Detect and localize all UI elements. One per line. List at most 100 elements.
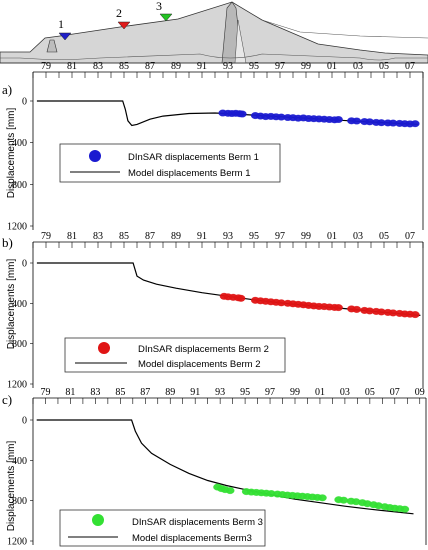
panel-c: c) Displacements [mm] DInSAR displacemen… <box>2 387 427 548</box>
panel-b: b) Displacements [mm] DInSAR displacemen… <box>2 231 424 391</box>
dinsar-point <box>334 304 343 312</box>
x-tick-label: 07 <box>405 231 415 242</box>
berm-2-marker <box>117 21 131 30</box>
dinsar-point <box>339 496 349 504</box>
berm-3-marker <box>159 13 173 22</box>
x-tick-label: 81 <box>65 387 75 398</box>
x-tick-label: 07 <box>405 61 415 72</box>
legend-label-dinsar: DInSAR displacements Berm 3 <box>132 517 263 528</box>
x-tick-label: 85 <box>119 231 129 242</box>
x-tick-label: 93 <box>223 231 233 242</box>
y-tick-label: 400 <box>12 138 27 149</box>
x-tick-label: 91 <box>190 387 200 398</box>
foundation-line <box>0 53 428 61</box>
x-tick-label: 81 <box>67 61 77 72</box>
dinsar-point <box>237 110 247 118</box>
x-tick-label: 91 <box>197 61 207 72</box>
legend-marker-dinsar <box>89 150 101 162</box>
x-tick-label: 07 <box>390 387 400 398</box>
dinsar-point <box>410 120 420 128</box>
x-tick-label: 97 <box>275 231 285 242</box>
y-tick-label: 800 <box>12 180 27 191</box>
legend-label-model: Model displacements Berm3 <box>132 533 252 544</box>
y-tick-label: 400 <box>12 456 27 467</box>
dinsar-point <box>236 294 246 302</box>
legend-marker-dinsar <box>98 342 110 354</box>
upstream-slope-line <box>261 19 428 39</box>
x-tick-label: 03 <box>353 231 363 242</box>
y-tick-label: 800 <box>12 496 27 507</box>
x-tick-label: 83 <box>90 387 100 398</box>
x-tick-label: 01 <box>327 231 337 242</box>
legend-label-dinsar: DInSAR displacements Berm 1 <box>128 152 259 163</box>
x-tick-label: 83 <box>93 61 103 72</box>
x-tick-label: 01 <box>327 61 337 72</box>
legend-label-model: Model displacements Berm 1 <box>128 168 251 179</box>
x-tick-label: 99 <box>301 61 311 72</box>
x-tick-label: 83 <box>93 231 103 242</box>
legend-marker-dinsar <box>92 514 104 526</box>
x-tick-label: 87 <box>145 231 155 242</box>
legend-label-dinsar: DInSAR displacements Berm 2 <box>138 344 269 355</box>
x-tick-label: 95 <box>249 231 259 242</box>
y-axis-label: Displacements [mm] <box>6 258 17 349</box>
y-tick-label: 0 <box>22 97 27 108</box>
x-tick-label: 95 <box>249 61 259 72</box>
x-tick-label: 87 <box>145 61 155 72</box>
y-tick-label: 0 <box>22 259 27 270</box>
dinsar-point <box>318 494 327 502</box>
x-tick-label: 05 <box>379 231 389 242</box>
y-tick-label: 1200 <box>7 222 27 233</box>
x-tick-label: 97 <box>275 61 285 72</box>
panel-label: c) <box>2 392 12 407</box>
dinsar-point <box>352 117 362 125</box>
x-tick-label: 05 <box>365 387 375 398</box>
x-tick-label: 85 <box>115 387 125 398</box>
berm-1-label: 1 <box>58 17 64 31</box>
x-tick-label: 01 <box>315 387 325 398</box>
x-tick-label: 93 <box>223 61 233 72</box>
x-tick-label: 79 <box>41 61 51 72</box>
legend-label-model: Model displacements Berm 2 <box>138 359 261 370</box>
panel-label: a) <box>2 82 12 97</box>
dinsar-point <box>352 305 362 313</box>
dinsar-point <box>400 505 410 513</box>
dam-cross-section: 1 2 3 <box>0 0 428 64</box>
y-tick-label: 0 <box>22 416 27 427</box>
x-tick-label: 09 <box>415 387 425 398</box>
x-tick-label: 99 <box>301 231 311 242</box>
x-tick-label: 87 <box>140 387 150 398</box>
y-tick-label: 1200 <box>7 537 27 548</box>
x-tick-label: 91 <box>197 231 207 242</box>
berm-toe-structure <box>46 39 58 53</box>
x-tick-label: 89 <box>171 231 181 242</box>
panel-a: a) Displacements [mm] DInSAR displacemen… <box>2 61 424 233</box>
dinsar-point <box>225 487 235 495</box>
x-tick-label: 03 <box>340 387 350 398</box>
panel-label: b) <box>2 235 13 250</box>
model-line <box>36 419 414 515</box>
x-tick-label: 97 <box>265 387 275 398</box>
berm-2-label: 2 <box>116 6 122 20</box>
dam-body <box>0 1 428 64</box>
x-tick-label: 89 <box>165 387 175 398</box>
x-tick-label: 95 <box>240 387 250 398</box>
dinsar-point <box>334 116 343 123</box>
y-tick-label: 400 <box>12 299 27 310</box>
y-tick-label: 1200 <box>7 380 27 391</box>
x-tick-label: 79 <box>41 231 51 242</box>
y-axis-label: Displacements [mm] <box>6 440 17 531</box>
x-tick-label: 93 <box>215 387 225 398</box>
berm-3-label: 3 <box>156 0 162 13</box>
x-tick-label: 81 <box>67 231 77 242</box>
x-tick-label: 03 <box>353 61 363 72</box>
x-tick-label: 89 <box>171 61 181 72</box>
berm-1-marker <box>58 32 72 41</box>
dinsar-point <box>410 311 420 319</box>
y-tick-label: 800 <box>12 339 27 350</box>
y-axis-label: Displacements [mm] <box>6 107 17 198</box>
x-tick-label: 05 <box>379 61 389 72</box>
x-tick-label: 99 <box>290 387 300 398</box>
x-tick-label: 79 <box>40 387 50 398</box>
